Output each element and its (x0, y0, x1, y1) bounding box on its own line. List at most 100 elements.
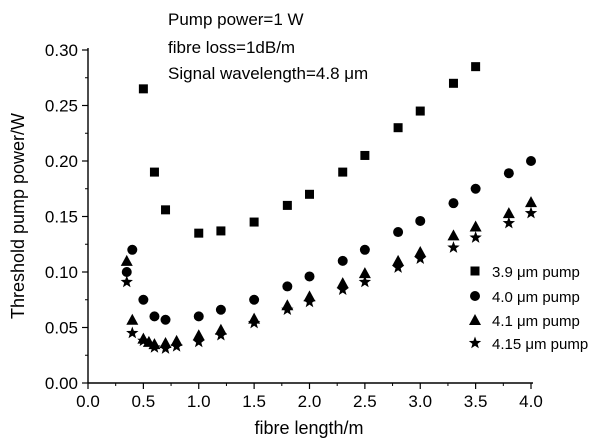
data-point-star (120, 275, 133, 288)
data-point-circle (127, 244, 138, 255)
x-tick-label: 2.0 (298, 392, 322, 411)
data-point-star (391, 261, 405, 273)
y-tick-label: 0.25 (45, 97, 78, 116)
data-point-triangle (469, 220, 482, 232)
data-point-square (216, 226, 226, 236)
legend-symbol-star (468, 336, 482, 349)
data-point-circle (359, 244, 370, 255)
data-point-square (282, 200, 292, 210)
legend: 3.9 μm pump 4.0 μm pump 4.1 μm pump 4.15… (468, 264, 588, 353)
y-tick-label: 0.00 (45, 374, 78, 393)
data-point-star (137, 334, 150, 347)
data-point-circle (304, 271, 315, 282)
data-point-circle (526, 156, 536, 166)
data-point-star (502, 216, 516, 229)
data-point-circle (337, 255, 348, 266)
legend-label-3-9um: 3.9 μm pump (492, 264, 580, 281)
x-tick-label: 2.5 (353, 392, 377, 411)
data-point-star (336, 283, 349, 296)
data-point-triangle (126, 313, 139, 325)
data-point-star (170, 339, 183, 352)
data-point-square (471, 62, 481, 72)
data-point-circle (149, 311, 160, 322)
annotation-signal-wavelength: Signal wavelength=4.8 μm (168, 64, 368, 83)
data-point-star (447, 241, 460, 253)
y-tick-label: 0.05 (45, 319, 78, 338)
data-point-circle (470, 183, 481, 194)
legend-symbol-square (470, 266, 480, 276)
legend-symbol-triangle (469, 314, 481, 325)
data-point-circle (415, 215, 426, 226)
series-star (120, 206, 538, 354)
legend-label-4-0um: 4.0 μm pump (492, 289, 580, 306)
x-tick-label: 0.0 (76, 392, 100, 411)
data-point-circle (503, 168, 514, 179)
data-point-circle (193, 311, 204, 322)
data-point-square (448, 78, 458, 88)
legend-label-4-1um: 4.1 μm pump (492, 313, 580, 330)
y-tick-label: 0.10 (45, 263, 78, 282)
data-point-square (393, 123, 403, 133)
legend-marker-square (470, 266, 480, 276)
x-axis-title: fibre length/m (254, 418, 363, 438)
y-axis-title: Threshold pump power/W (8, 113, 28, 319)
data-point-star (159, 342, 172, 354)
x-tick-label: 3.5 (464, 392, 488, 411)
data-point-circle (448, 198, 459, 209)
data-point-circle (215, 304, 226, 315)
data-point-triangle (447, 229, 460, 241)
data-point-square (161, 205, 171, 215)
x-tick-label: 0.5 (132, 392, 156, 411)
data-point-star (469, 231, 482, 243)
annotation-pump-power: Pump power=1 W (168, 10, 304, 29)
data-point-circle (121, 267, 132, 277)
axes (87, 48, 533, 384)
x-tick-label: 1.0 (187, 392, 211, 411)
data-point-triangle (192, 329, 205, 341)
data-point-triangle (502, 207, 515, 219)
data-point-star (303, 295, 316, 308)
data-point-triangle (336, 277, 349, 289)
data-point-triangle (120, 254, 133, 266)
series-circle (121, 156, 536, 325)
legend-marker-triangle (469, 314, 481, 325)
tick-labels: 0.0 0.5 1.0 1.5 2.0 2.5 3.0 3.5 4.0 0.00 0.05 0.10 0… (45, 41, 543, 411)
data-point-star (126, 326, 139, 339)
data-point-star (192, 335, 205, 348)
data-point-square (338, 167, 348, 177)
data-point-star (214, 328, 228, 341)
tick-marks (82, 49, 532, 389)
y-tick-label: 0.30 (45, 41, 78, 60)
data-point-star (414, 252, 427, 264)
x-tick-label: 3.0 (408, 392, 432, 411)
data-point-star (281, 303, 294, 315)
data-point-triangle (392, 254, 405, 266)
data-point-square (194, 228, 204, 238)
data-point-star (247, 316, 261, 329)
data-point-square (249, 217, 259, 227)
data-point-circle (249, 294, 260, 305)
data-point-triangle (525, 196, 537, 208)
data-point-circle (138, 294, 149, 305)
x-tick-label: 1.5 (242, 392, 266, 411)
data-point-square (138, 84, 148, 94)
data-marks (120, 62, 538, 354)
data-point-triangle (358, 267, 371, 279)
x-tick-label: 4.0 (519, 392, 543, 411)
data-point-square (149, 167, 159, 177)
legend-marker-star (468, 336, 482, 349)
series-square (138, 62, 481, 238)
y-tick-label: 0.15 (45, 208, 78, 227)
data-point-circle (282, 281, 293, 292)
data-point-square (305, 189, 314, 199)
data-point-square (415, 106, 425, 116)
data-point-star (358, 275, 372, 288)
data-point-star (148, 340, 161, 353)
legend-symbol-circle (470, 291, 480, 301)
legend-marker-circle (470, 291, 480, 301)
data-point-triangle (414, 246, 427, 258)
y-tick-label: 0.20 (45, 152, 78, 171)
data-point-circle (160, 314, 171, 325)
data-point-circle (393, 227, 404, 238)
